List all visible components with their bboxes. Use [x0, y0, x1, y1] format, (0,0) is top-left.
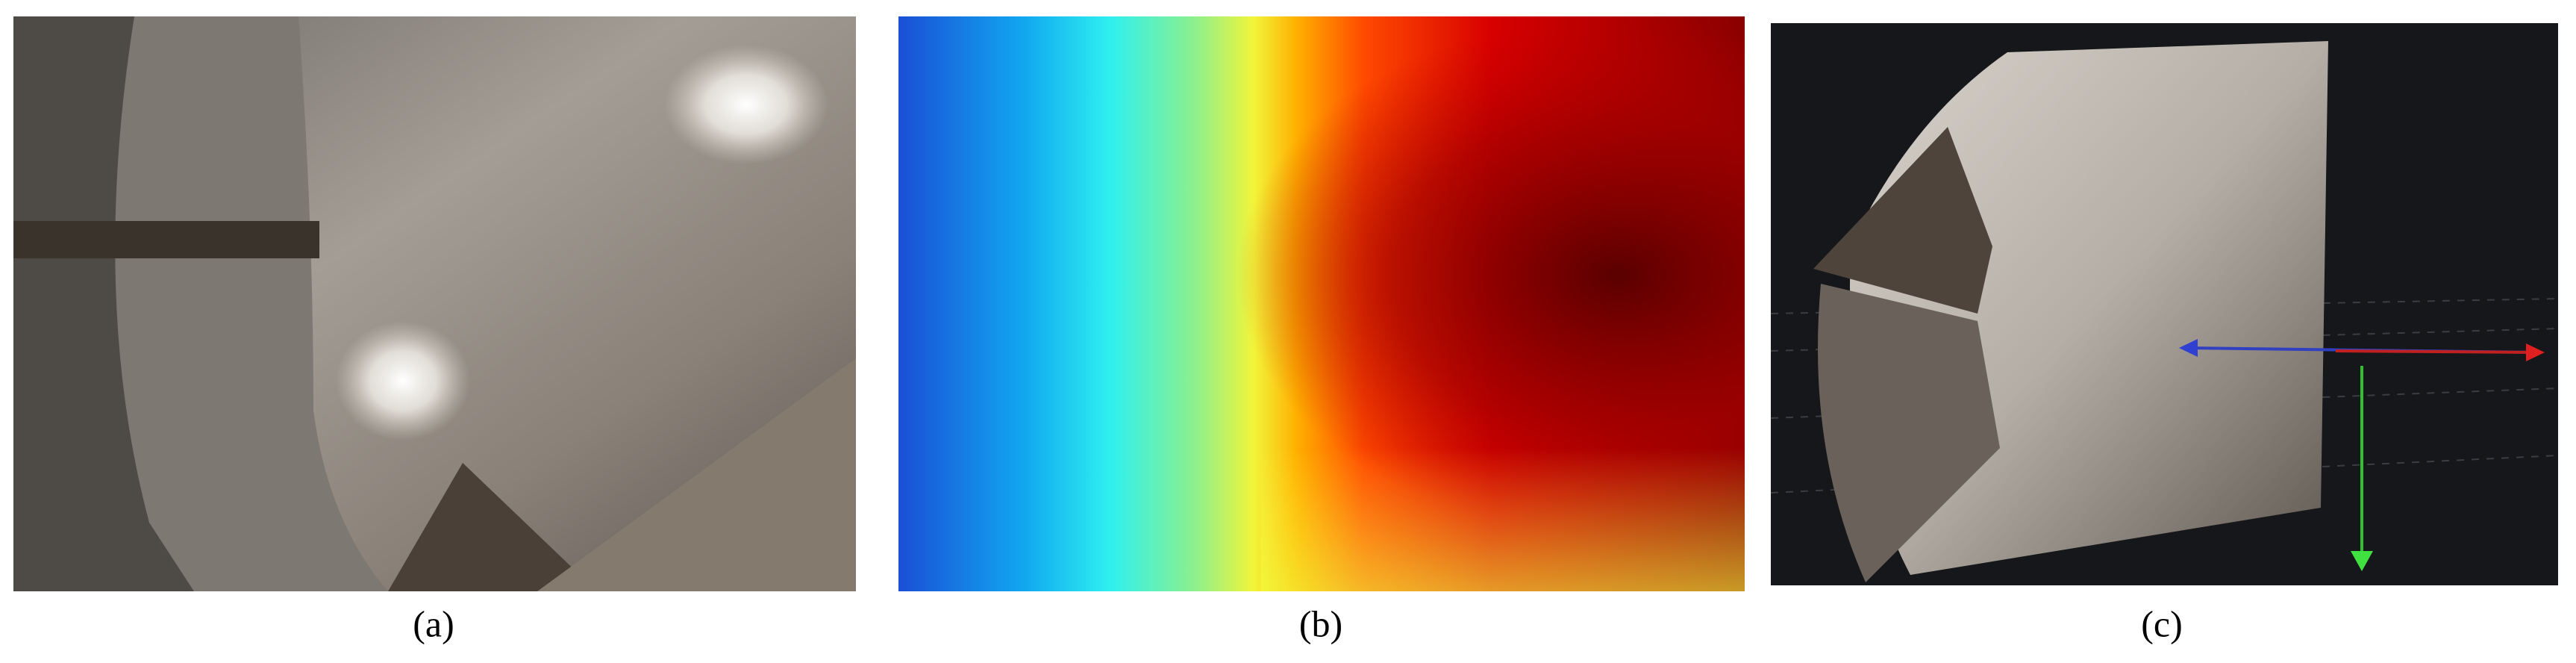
reconstruction-panel [1770, 23, 2559, 585]
panel-label: (c) [2141, 603, 2183, 644]
photo-panel [13, 16, 856, 591]
panel-label: (b) [1299, 603, 1342, 644]
panel-label: (a) [413, 603, 454, 644]
depth-panel [898, 16, 1745, 591]
